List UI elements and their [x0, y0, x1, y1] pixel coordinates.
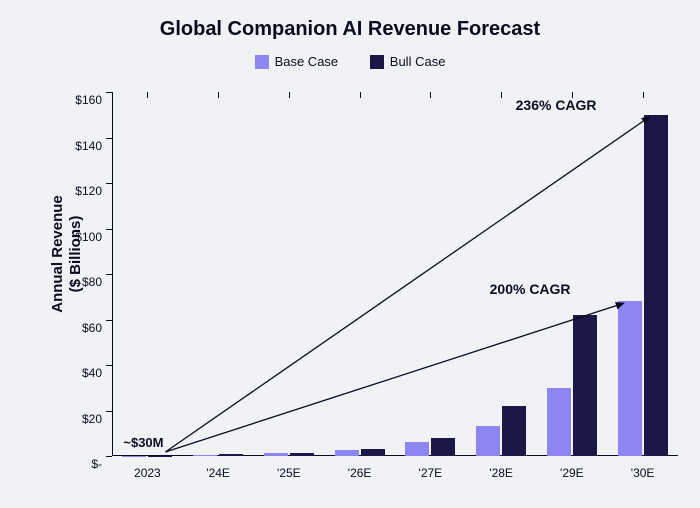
cagr-label-base: 200% CAGR	[490, 281, 571, 297]
x-tick-mark	[147, 92, 148, 98]
legend-label-base: Base Case	[275, 54, 339, 69]
bar-bull	[431, 438, 455, 456]
bar-group	[193, 454, 243, 456]
x-tick-mark	[501, 92, 502, 98]
legend-item-base: Base Case	[255, 54, 339, 69]
x-labels: 2023 '24E '25E '26E '27E '28E '29E '30E	[112, 462, 678, 482]
x-tick-mark	[289, 92, 290, 98]
bar-base	[335, 450, 359, 456]
y-tick-label: $160	[60, 93, 102, 107]
y-tick-label: $-	[60, 457, 102, 471]
plot-area: $-$20$40$60$80$100$120$140$160 2023'24E'…	[112, 92, 678, 456]
bar-group	[122, 456, 172, 457]
x-tick-mark	[360, 92, 361, 98]
x-tick-mark	[430, 92, 431, 98]
x-tick-label: '27E	[419, 466, 443, 480]
legend: Base Case Bull Case	[0, 54, 700, 72]
y-tick-label: $100	[60, 230, 102, 244]
legend-item-bull: Bull Case	[370, 54, 446, 69]
bar-bull	[644, 115, 668, 456]
bar-bull	[148, 456, 172, 457]
x-tick-label: '28E	[489, 466, 513, 480]
x-tick-label: '29E	[560, 466, 584, 480]
bar-bull	[502, 406, 526, 456]
x-tick-label: '30E	[631, 466, 655, 480]
bar-group	[335, 449, 385, 456]
bar-base	[122, 456, 146, 457]
y-tick-label: $120	[60, 184, 102, 198]
y-tick-mark	[106, 456, 112, 457]
bar-bull	[219, 454, 243, 456]
x-tick-label: '24E	[206, 466, 230, 480]
legend-swatch-bull	[370, 55, 384, 69]
bar-base	[547, 388, 571, 456]
bar-group	[405, 438, 455, 456]
chart-title: Global Companion AI Revenue Forecast	[0, 18, 700, 41]
legend-swatch-base	[255, 55, 269, 69]
bar-group	[476, 406, 526, 456]
bar-base	[193, 455, 217, 456]
bar-bull	[573, 315, 597, 456]
y-tick-label: $140	[60, 139, 102, 153]
bar-group	[618, 115, 668, 456]
bar-base	[264, 453, 288, 456]
cagr-label-bull: 236% CAGR	[516, 97, 597, 113]
x-tick-label: '25E	[277, 466, 301, 480]
y-tick-label: $80	[60, 275, 102, 289]
bars-layer	[112, 92, 678, 456]
x-tick-mark	[218, 92, 219, 98]
start-value-note: ~$30M	[123, 435, 163, 450]
x-tick-label: '26E	[348, 466, 372, 480]
y-tick-label: $40	[60, 366, 102, 380]
bar-base	[618, 301, 642, 456]
x-tick-label: 2023	[134, 466, 161, 480]
y-tick-label: $60	[60, 321, 102, 335]
y-tick-label: $20	[60, 412, 102, 426]
bar-bull	[361, 449, 385, 456]
bar-group	[264, 453, 314, 456]
legend-label-bull: Bull Case	[390, 54, 446, 69]
bar-group	[547, 315, 597, 456]
x-tick-mark	[643, 92, 644, 98]
bar-base	[476, 426, 500, 456]
y-axis-label: Annual Revenue($ Billions)	[49, 195, 85, 313]
bar-bull	[290, 453, 314, 456]
chart-container: Global Companion AI Revenue Forecast Bas…	[0, 0, 700, 508]
bar-base	[405, 442, 429, 456]
